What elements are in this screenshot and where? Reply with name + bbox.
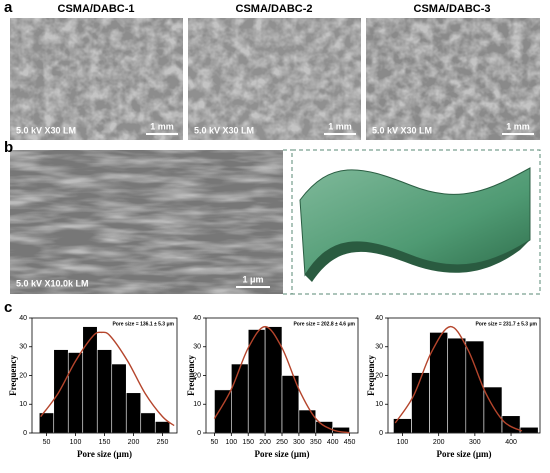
bar [298,409,317,434]
y-tick-label: 0 [197,430,201,437]
bar [429,332,449,434]
scale-label: 1 μm [242,274,263,284]
y-tick-label: 0 [379,430,383,437]
y-axis-label: Frequency [186,355,196,396]
sem-info: 5.0 kV X30 LM [372,125,432,135]
scale-label: 1 mm [150,121,174,131]
bar [82,326,98,434]
x-axis-label: Pore size (μm) [255,449,310,459]
bar [465,340,485,434]
x-tick-label: 200 [128,439,140,446]
x-tick-label: 300 [469,439,481,446]
annotation: Pore size = 231.7 ± 5.3 μm [475,321,537,327]
y-tick-label: 20 [375,372,383,379]
image-title: CSMA/DABC-3 [414,3,491,15]
x-axis-label: Pore size (μm) [437,449,492,459]
y-tick-label: 40 [375,315,383,322]
sem-image [10,18,183,140]
panel-label: b [4,139,13,156]
fit-curve [394,325,523,432]
x-tick-label: 250 [276,439,288,446]
bar [411,372,430,434]
sem-image [10,150,283,294]
annotation: Pore size = 136.1 ± 5.3 μm [112,321,174,327]
bar [53,349,69,434]
y-tick-label: 0 [23,430,27,437]
sem-info: 5.0 kV X30 LM [194,125,254,135]
x-tick-label: 350 [310,439,322,446]
y-axis-label: Frequency [366,355,376,396]
bar [247,329,266,434]
y-tick-label: 30 [19,344,27,351]
3d-render-side [305,240,530,282]
bar [519,426,539,434]
scale-label: 1 mm [328,121,352,131]
y-tick-label: 10 [19,401,27,408]
sem-image [366,18,540,140]
x-tick-label: 100 [225,439,237,446]
y-tick-label: 30 [375,344,383,351]
bar [154,421,171,434]
x-tick-label: 200 [259,439,271,446]
bar [231,363,249,434]
bar [447,337,467,434]
fit-curve [40,331,175,427]
y-axis-label: Frequency [8,355,18,396]
bar [67,352,84,434]
x-tick-label: 400 [505,439,517,446]
y-tick-label: 10 [193,401,201,408]
x-tick-label: 150 [99,439,111,446]
annotation: Pore size = 202.8 ± 4.6 μm [293,321,355,327]
sem-info: 5.0 kV X30 LM [16,125,76,135]
bar [140,412,156,434]
x-tick-label: 100 [397,439,409,446]
bar [214,389,232,434]
fit-curve [213,325,350,434]
y-tick-label: 40 [19,315,27,322]
panel-label: c [4,299,12,316]
y-tick-label: 30 [193,344,201,351]
panel-label: a [4,0,13,16]
y-tick-label: 10 [375,401,383,408]
x-tick-label: 150 [242,439,254,446]
bar [111,363,127,434]
bar [96,349,113,434]
x-tick-label: 300 [293,439,305,446]
x-tick-label: 400 [327,439,339,446]
sem-info: 5.0 kV X10.0k LM [16,278,89,288]
bar [125,392,142,434]
x-axis-label: Pore size (μm) [77,449,132,459]
sem-image [188,18,361,140]
image-title: CSMA/DABC-2 [236,3,313,15]
y-tick-label: 40 [193,315,201,322]
bar [501,415,521,434]
x-tick-label: 50 [43,439,51,446]
x-tick-label: 450 [344,439,356,446]
scale-label: 1 mm [506,121,530,131]
y-tick-label: 20 [19,372,27,379]
y-tick-label: 20 [193,372,201,379]
image-title: CSMA/DABC-1 [58,3,135,15]
bar [315,421,333,434]
x-tick-label: 200 [433,439,445,446]
x-tick-label: 100 [70,439,82,446]
x-tick-label: 250 [157,439,169,446]
x-tick-label: 50 [211,439,219,446]
